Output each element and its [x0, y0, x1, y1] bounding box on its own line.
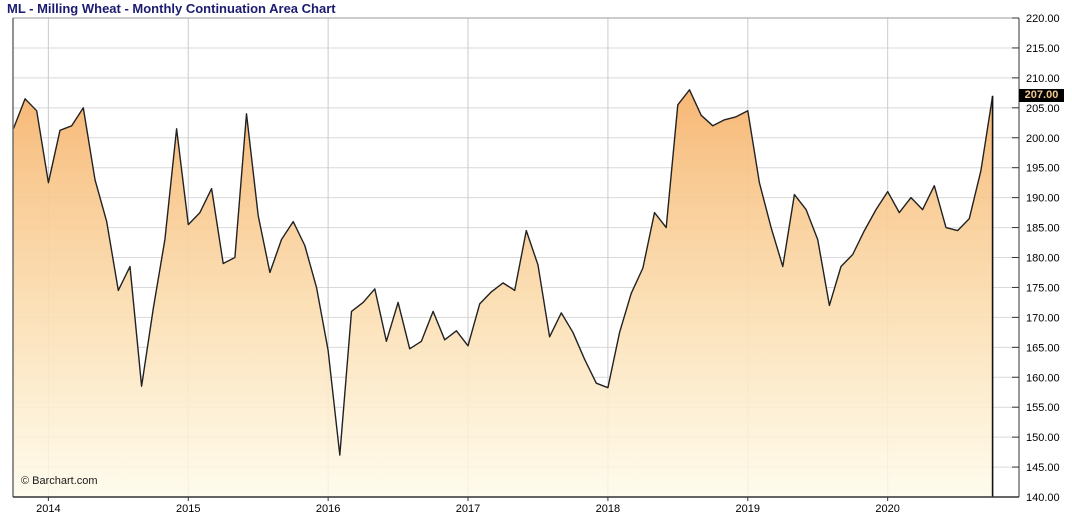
y-axis-label: 180.00: [1026, 253, 1060, 265]
x-axis-label: 2020: [875, 503, 899, 515]
y-axis-label: 165.00: [1026, 342, 1060, 354]
y-axis-label: 145.00: [1026, 462, 1060, 474]
x-axis-label: 2015: [176, 503, 200, 515]
price-line: [12, 89, 994, 456]
y-axis-label: 170.00: [1026, 312, 1060, 324]
x-axis: 2014 2015 2016 2017 2018 2019 2020: [36, 497, 900, 515]
y-axis-label: 200.00: [1026, 133, 1060, 145]
y-axis-label: 190.00: [1026, 193, 1060, 205]
chart-title: ML - Milling Wheat - Monthly Continuatio…: [7, 1, 336, 16]
watermark: © Barchart.com: [21, 475, 98, 487]
x-axis-label: 2017: [456, 503, 480, 515]
x-axis-label: 2019: [736, 503, 760, 515]
last-price-badge: 207.00: [1019, 88, 1064, 102]
y-axis-label: 185.00: [1026, 223, 1060, 235]
y-axis-label: 175.00: [1026, 282, 1060, 294]
y-axis-label: 205.00: [1026, 103, 1060, 115]
y-axis-label: 215.00: [1026, 43, 1060, 55]
y-axis: 220.00 215.00 210.00 205.00 200.00 195.00 190.…: [1012, 13, 1060, 504]
x-axis-label: 2014: [36, 503, 60, 515]
y-axis-label: 160.00: [1026, 372, 1060, 384]
y-axis-label: 195.00: [1026, 163, 1060, 175]
area-fill: [13, 89, 993, 498]
y-axis-label: 150.00: [1026, 432, 1060, 444]
x-axis-label: 2016: [316, 503, 340, 515]
y-axis-label: 220.00: [1026, 13, 1060, 25]
y-axis-label: 155.00: [1026, 402, 1060, 414]
y-axis-label: 210.00: [1026, 73, 1060, 85]
x-axis-label: 2018: [596, 503, 620, 515]
y-axis-label: 140.00: [1026, 492, 1060, 504]
